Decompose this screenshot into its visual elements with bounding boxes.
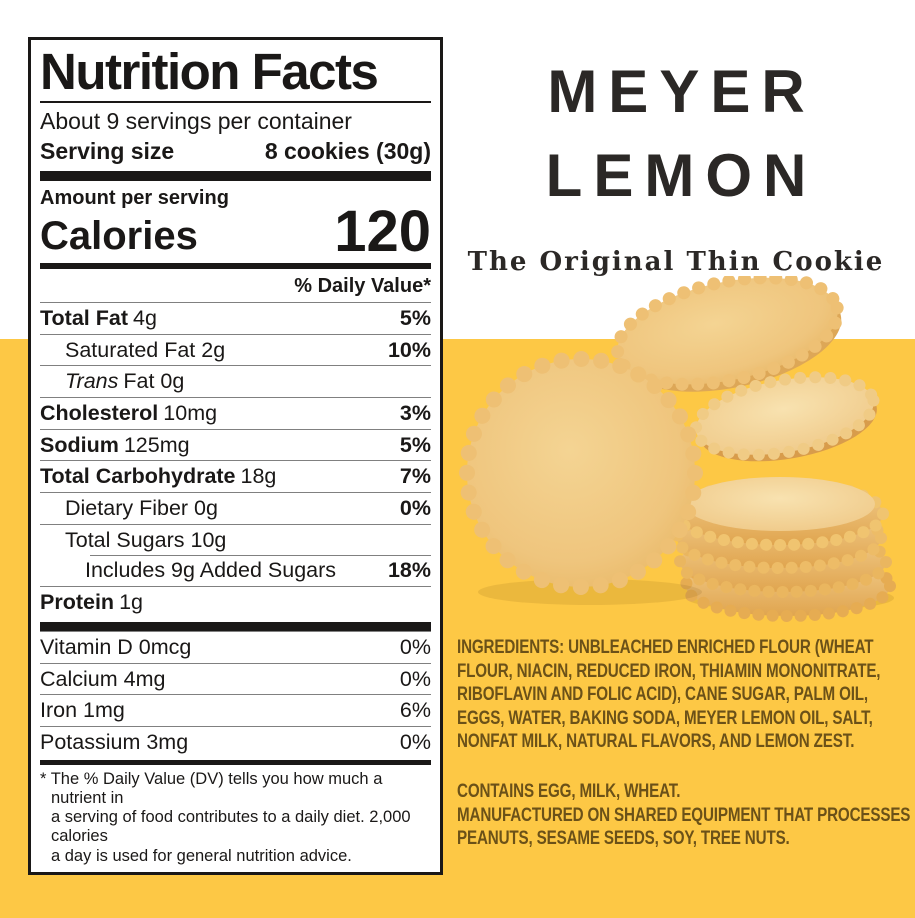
nutrient-name: Total Carbohydrate 18g xyxy=(40,464,277,489)
calories-label: Calories xyxy=(40,213,198,258)
calories-value: 120 xyxy=(334,199,431,265)
serving-size-row: Serving size 8 cookies (30g) xyxy=(40,138,431,165)
servings-per-container: About 9 servings per container xyxy=(40,108,352,135)
nutrient-rows: Total Fat 4g 5% Saturated Fat 2g 10% Tran… xyxy=(40,302,431,617)
nutrient-daily-value: 5% xyxy=(399,432,431,457)
nutrient-row: Total Fat 4g 5% xyxy=(40,302,431,334)
cookie-top xyxy=(611,276,845,392)
daily-value-footnote: * The % Daily Value (DV) tells you how m… xyxy=(40,769,411,865)
vitamin-daily-value: 0% xyxy=(399,666,431,691)
divider-bar-thin xyxy=(40,759,431,765)
nutrient-daily-value: 18% xyxy=(387,558,431,583)
cookie-front xyxy=(459,351,703,605)
nutrient-daily-value: 5% xyxy=(399,306,431,331)
divider-bar-medium xyxy=(40,262,431,270)
nutrient-row: Total Carbohydrate 18g 7% xyxy=(40,460,431,492)
cookie-stack xyxy=(671,477,896,622)
nutrient-row: Includes 9g Added Sugars 18% xyxy=(40,555,431,586)
vitamin-name: Vitamin D 0mcg xyxy=(40,635,192,660)
nutrition-facts-label: Nutrition Facts About 9 servings per con… xyxy=(28,37,443,875)
nutrient-name: Total Sugars 10g xyxy=(65,527,227,552)
nutrient-daily-value: 0% xyxy=(399,495,431,520)
nutrient-daily-value: 10% xyxy=(387,337,431,362)
product-tagline: The Original Thin Cookie xyxy=(467,247,885,277)
nutrient-name: Total Fat 4g xyxy=(40,306,157,331)
amount-per-serving-label: Amount per serving xyxy=(40,187,229,210)
vitamin-row: Calcium 4mg 0% xyxy=(40,662,431,695)
nutrient-row: Cholesterol 10mg 3% xyxy=(40,397,431,429)
vitamin-name: Calcium 4mg xyxy=(40,666,166,691)
vitamin-rows: Vitamin D 0mcg 0% Calcium 4mg 0% Iron 1m… xyxy=(40,631,431,758)
vitamin-row: Iron 1mg 6% xyxy=(40,694,431,726)
nutrient-row: Protein 1g xyxy=(40,585,431,618)
serving-size-label: Serving size xyxy=(40,138,175,165)
vitamin-name: Iron 1mg xyxy=(40,698,125,723)
daily-value-header: % Daily Value* xyxy=(294,275,431,298)
vitamin-daily-value: 0% xyxy=(399,635,431,660)
nutrient-name: Trans Fat 0g xyxy=(65,369,185,394)
divider-bar-thick xyxy=(40,621,431,632)
nutrient-name: Cholesterol 10mg xyxy=(40,401,218,426)
nutrition-facts-title: Nutrition Facts xyxy=(40,45,431,104)
nutrient-row: Trans Fat 0g xyxy=(40,365,431,397)
vitamin-daily-value: 6% xyxy=(399,698,431,723)
cookie-stack-image xyxy=(459,276,896,622)
cookie-middle xyxy=(689,371,880,462)
nutrient-daily-value: 7% xyxy=(399,464,431,489)
vitamin-daily-value: 0% xyxy=(399,730,431,755)
nutrient-name: Sodium 125mg xyxy=(40,432,190,457)
vitamin-name: Potassium 3mg xyxy=(40,730,189,755)
ingredients-text: INGREDIENTS: UNBLEACHED ENRICHED FLOUR (… xyxy=(457,637,881,752)
nutrient-row: Saturated Fat 2g 10% xyxy=(40,333,431,366)
nutrient-name: Dietary Fiber 0g xyxy=(65,495,218,520)
vitamin-row: Vitamin D 0mcg 0% xyxy=(40,631,431,663)
brand-block: MEYER LEMON The Original Thin Cookie xyxy=(445,50,907,277)
nutrient-row: Dietary Fiber 0g 0% xyxy=(40,491,431,524)
product-name-line1: MEYER xyxy=(547,58,816,125)
product-name-line2: LEMON xyxy=(545,142,818,209)
vitamin-row: Potassium 3mg 0% xyxy=(40,726,431,758)
nutrient-name: Includes 9g Added Sugars xyxy=(85,558,337,583)
divider-bar-thick xyxy=(40,171,431,182)
nutrient-daily-value: 3% xyxy=(399,401,431,426)
nutrient-name: Protein 1g xyxy=(40,589,143,614)
nutrient-row: Sodium 125mg 5% xyxy=(40,428,431,461)
nutrient-row: Total Sugars 10g xyxy=(40,523,431,556)
allergen-text: CONTAINS EGG, MILK, WHEAT. MANUFACTURED … xyxy=(457,781,911,849)
serving-size-value: 8 cookies (30g) xyxy=(264,138,431,165)
calories-row: Calories 120 xyxy=(40,199,431,265)
nutrient-name: Saturated Fat 2g xyxy=(65,337,226,362)
